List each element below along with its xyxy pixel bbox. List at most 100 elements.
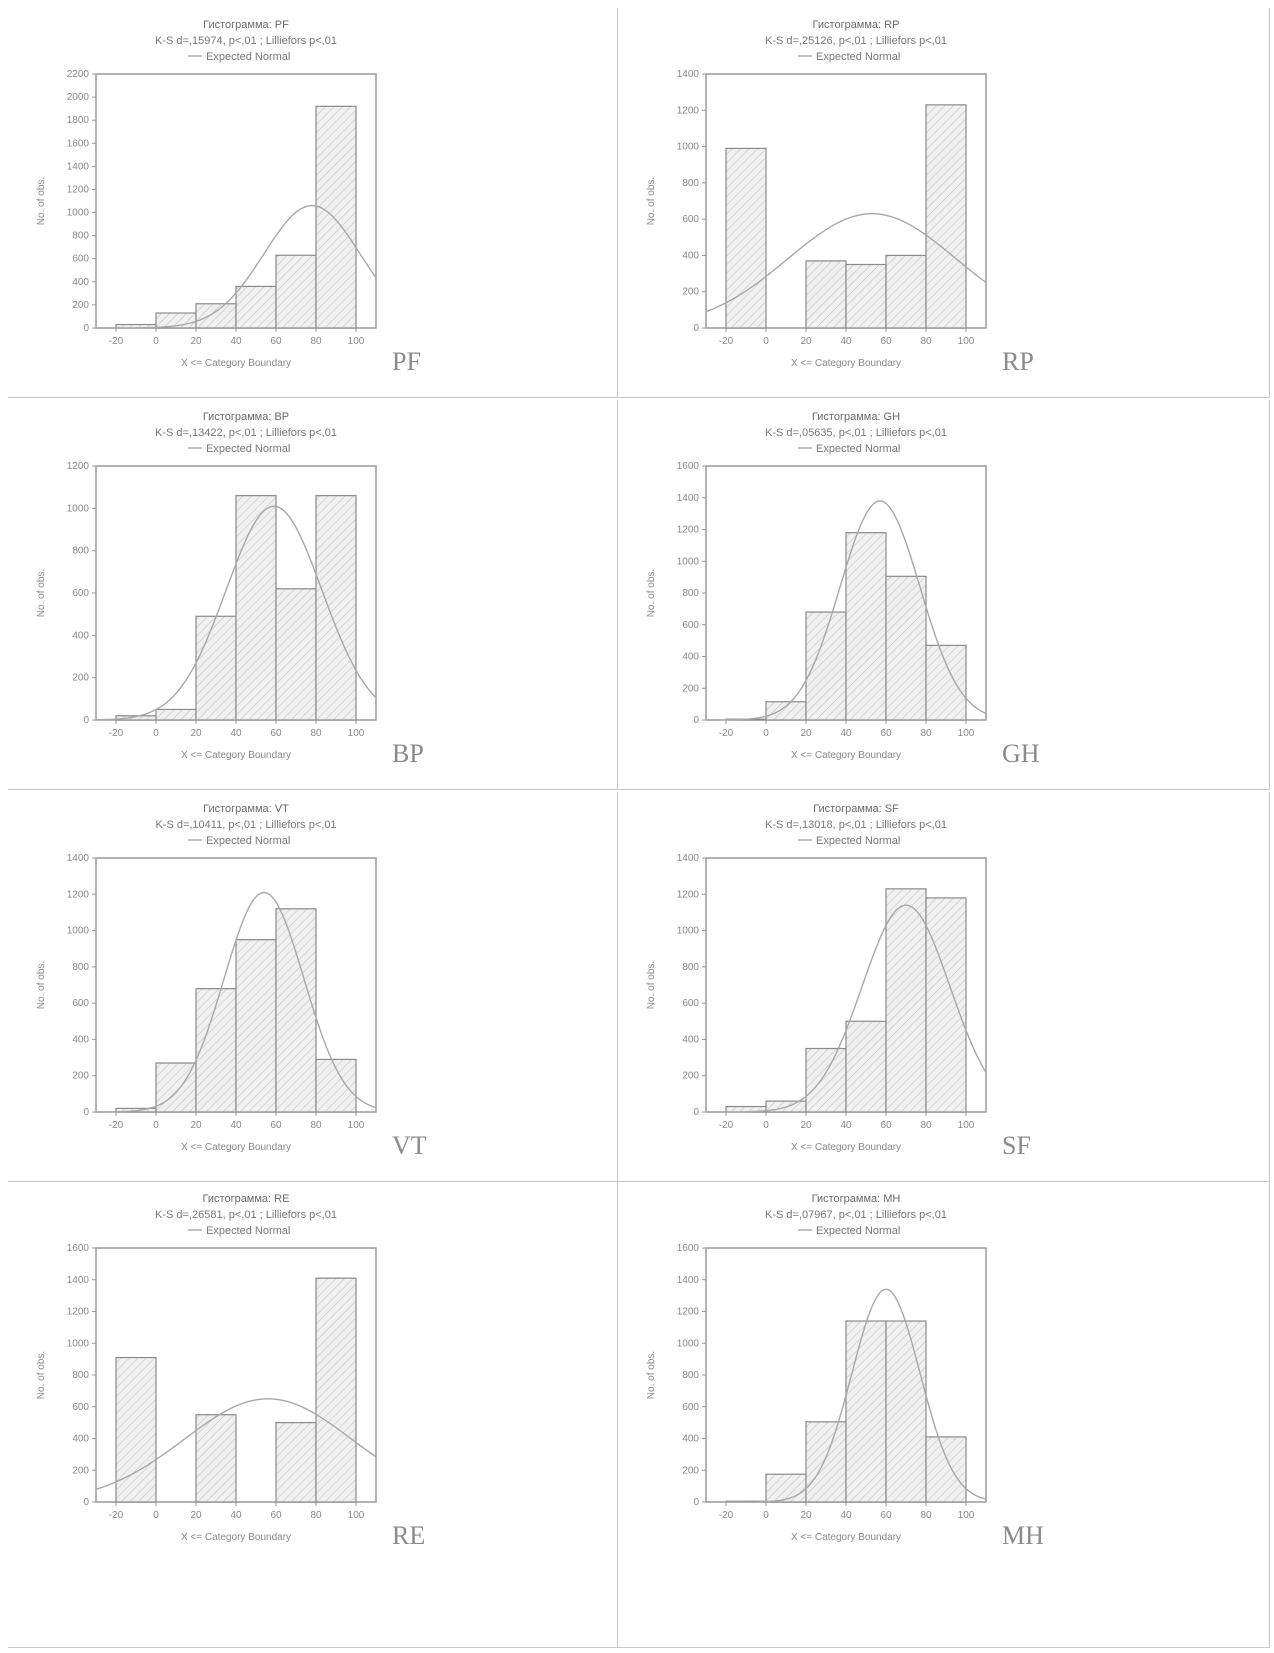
chart-title: Гистограмма: GH (812, 411, 900, 423)
histogram-vt: Гистограмма: VT K-S d=,10411, p<,01 ; Lil… (36, 803, 427, 1160)
x-tick-label: 0 (763, 1510, 769, 1521)
y-tick-label: 200 (682, 1465, 699, 1476)
y-tick-label: 600 (72, 254, 89, 265)
histogram-grid: Гистограмма: PF K-S d=,15974, p<,01 ; Lil… (8, 8, 1270, 1648)
expected-normal-curve (706, 904, 987, 1113)
scale-code-label: GH (1002, 739, 1040, 768)
y-tick-label: 1200 (677, 889, 700, 900)
y-tick-label: 200 (682, 287, 699, 298)
y-tick-label: 1200 (67, 461, 90, 472)
y-tick-label: 1000 (677, 142, 700, 153)
legend: Expected Normal (188, 835, 290, 847)
histogram-bar (275, 588, 317, 721)
x-tick-label: 80 (920, 1120, 932, 1131)
y-tick-label: 800 (682, 962, 699, 973)
x-tick-label: 20 (190, 336, 202, 347)
legend: Expected Normal (188, 1225, 290, 1237)
x-tick-label: 40 (230, 336, 242, 347)
histogram-bar (115, 1356, 157, 1503)
x-tick-label: 20 (190, 1510, 202, 1521)
histogram-bar (195, 988, 237, 1113)
x-tick-label: 40 (230, 1510, 242, 1521)
y-tick-label: 1000 (677, 1338, 700, 1349)
y-tick-label: 200 (72, 673, 89, 684)
scale-code-label: MH (1002, 1521, 1044, 1550)
y-tick-label: 600 (72, 998, 89, 1009)
y-tick-label: 1200 (677, 525, 700, 536)
y-axis-label: No. of obs. (646, 569, 657, 617)
x-tick-label: 60 (270, 728, 282, 739)
y-tick-label: 1200 (677, 105, 700, 116)
x-tick-label: 40 (230, 1120, 242, 1131)
y-axis-label: No. of obs. (36, 1351, 47, 1399)
y-tick-label: 0 (83, 1497, 89, 1508)
chart-title: Гистограмма: MH (812, 1193, 901, 1205)
y-tick-label: 1600 (677, 1243, 700, 1254)
chart-subtitle: K-S d=,15974, p<,01 ; Lilliefors p<,01 (155, 35, 337, 47)
x-tick-label: 60 (270, 1120, 282, 1131)
chart-subtitle: K-S d=,07967, p<,01 ; Lilliefors p<,01 (765, 1209, 947, 1221)
y-tick-label: 600 (72, 1402, 89, 1413)
expected-normal-curve (95, 1398, 377, 1490)
y-tick-label: 400 (682, 652, 699, 663)
scale-code-label: RP (1002, 347, 1034, 376)
legend-label: Expected Normal (206, 1225, 290, 1237)
x-tick-label: 60 (880, 728, 892, 739)
histogram-bar (195, 615, 237, 721)
x-tick-label: 20 (190, 1120, 202, 1131)
y-tick-label: 800 (72, 962, 89, 973)
histogram-bar (315, 1277, 357, 1503)
x-tick-label: 20 (190, 728, 202, 739)
histogram-bar (765, 701, 807, 721)
x-tick-label: 100 (958, 1510, 975, 1521)
y-tick-label: 2200 (67, 69, 90, 80)
y-tick-label: 1400 (677, 1275, 700, 1286)
y-tick-label: 1400 (67, 853, 90, 864)
histogram-bar (885, 254, 927, 329)
y-tick-label: 1400 (67, 161, 90, 172)
y-axis-label: No. of obs. (646, 1351, 657, 1399)
x-tick-label: 40 (840, 1510, 852, 1521)
histogram-bar (925, 644, 967, 721)
x-tick-label: 0 (153, 1120, 159, 1131)
y-tick-label: 1600 (67, 138, 90, 149)
histogram-sf: Гистограмма: SF K-S d=,13018, p<,01 ; Lil… (646, 803, 1031, 1160)
scale-code-label: BP (392, 739, 424, 768)
y-tick-label: 200 (72, 1071, 89, 1082)
y-tick-label: 0 (693, 323, 699, 334)
x-tick-label: 0 (153, 728, 159, 739)
y-tick-label: 1600 (677, 461, 700, 472)
chart-subtitle: K-S d=,26581, p<,01 ; Lilliefors p<,01 (155, 1209, 337, 1221)
y-tick-label: 800 (682, 1370, 699, 1381)
y-tick-label: 400 (682, 1034, 699, 1045)
x-tick-label: -20 (719, 1510, 734, 1521)
histogram-cell-sf: Гистограмма: SF K-S d=,13018, p<,01 ; Lil… (618, 792, 1270, 1182)
histogram-mh: Гистограмма: MH K-S d=,07967, p<,01 ; Lil… (646, 1193, 1044, 1550)
histogram-bar (315, 105, 357, 329)
y-tick-label: 2000 (67, 92, 90, 103)
legend-label: Expected Normal (206, 443, 290, 455)
x-axis-label: X <= Category Boundary (791, 1532, 901, 1543)
x-tick-label: 0 (763, 336, 769, 347)
histogram-bar (805, 1047, 847, 1113)
y-tick-label: 800 (72, 231, 89, 242)
y-tick-label: 800 (72, 546, 89, 557)
chart-subtitle: K-S d=,25126, p<,01 ; Lilliefors p<,01 (765, 35, 947, 47)
x-axis-label: X <= Category Boundary (181, 750, 291, 761)
scale-code-label: RE (392, 1521, 425, 1550)
histogram-cell-re: Гистограмма: RE K-S d=,26581, p<,01 ; Lil… (8, 1182, 618, 1648)
legend: Expected Normal (798, 51, 900, 63)
y-tick-label: 200 (682, 1071, 699, 1082)
y-tick-label: 600 (682, 1402, 699, 1413)
x-tick-label: -20 (109, 1510, 124, 1521)
histogram-bp: Гистограмма: BP K-S d=,13422, p<,01 ; Lil… (36, 411, 424, 768)
y-tick-label: 1200 (67, 889, 90, 900)
expected-normal-curve (96, 891, 377, 1113)
x-tick-label: 40 (840, 336, 852, 347)
y-tick-label: 1000 (67, 926, 90, 937)
y-tick-label: 1200 (67, 1307, 90, 1318)
y-tick-label: 400 (682, 1434, 699, 1445)
x-tick-label: -20 (719, 728, 734, 739)
chart-subtitle: K-S d=,10411, p<,01 ; Lilliefors p<,01 (155, 819, 336, 831)
y-tick-label: 600 (682, 620, 699, 631)
